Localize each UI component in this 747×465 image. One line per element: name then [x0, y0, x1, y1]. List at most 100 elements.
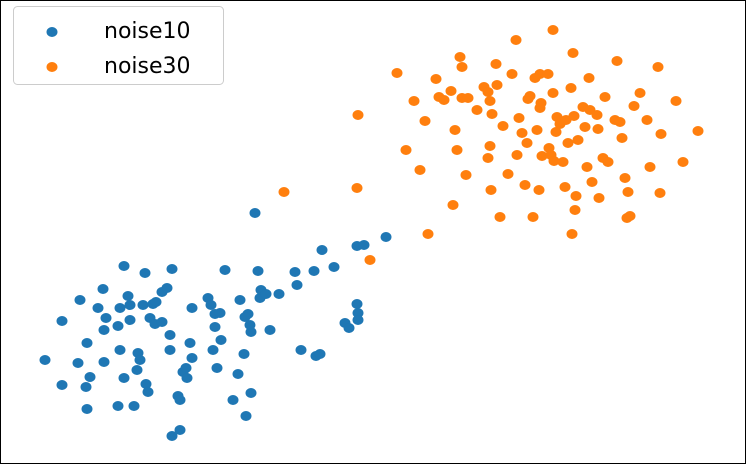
- scatter-point: [506, 69, 518, 79]
- scatter-point: [124, 315, 136, 325]
- scatter-point: [624, 211, 636, 221]
- scatter-point: [536, 151, 548, 161]
- scatter-point: [214, 308, 226, 318]
- scatter-point: [454, 52, 466, 62]
- scatter-point: [166, 431, 178, 441]
- scatter-point: [567, 48, 579, 58]
- scatter-point: [150, 297, 162, 307]
- scatter-point: [484, 96, 496, 106]
- scatter-point: [670, 96, 682, 106]
- scatter-point: [239, 312, 251, 322]
- scatter-point: [513, 113, 525, 123]
- legend-marker: [46, 62, 58, 72]
- scatter-point: [568, 111, 580, 121]
- scatter-point: [137, 300, 149, 310]
- scatter-point: [535, 98, 547, 108]
- scatter-point: [484, 141, 496, 151]
- scatter-point: [438, 95, 450, 105]
- scatter-point: [486, 109, 498, 119]
- scatter-point: [205, 300, 217, 310]
- scatter-point: [118, 261, 130, 271]
- scatter-point: [291, 280, 303, 290]
- scatter-point: [308, 266, 320, 276]
- scatter-point: [174, 395, 186, 405]
- scatter-point: [599, 92, 611, 102]
- scatter-point: [81, 338, 93, 348]
- scatter-point: [654, 188, 666, 198]
- scatter-point: [227, 395, 239, 405]
- scatter-point: [628, 101, 640, 111]
- scatter-point: [114, 345, 126, 355]
- scatter-point: [314, 349, 326, 359]
- scatter-point: [244, 320, 256, 330]
- scatter-point: [72, 358, 84, 368]
- scatter-point: [583, 73, 595, 83]
- scatter-point: [641, 115, 653, 125]
- scatter-point: [316, 245, 328, 255]
- scatter-point: [562, 138, 574, 148]
- scatter-point: [260, 289, 272, 299]
- legend-box: [13, 6, 224, 85]
- scatter-point: [456, 62, 468, 72]
- scatter-point: [622, 187, 634, 197]
- scatter-point: [408, 96, 420, 106]
- scatter-point: [494, 212, 506, 222]
- scatter-point: [174, 425, 186, 435]
- scatter-point: [611, 56, 623, 66]
- legend: noise10 noise30: [13, 6, 224, 85]
- scatter-point: [211, 363, 223, 373]
- scatter-point: [351, 183, 363, 193]
- scatter-point: [39, 355, 51, 365]
- scatter-point: [560, 115, 572, 125]
- scatter-point: [581, 162, 593, 172]
- scatter-point: [547, 25, 559, 35]
- points: [39, 25, 704, 441]
- scatter-point: [98, 357, 110, 367]
- scatter-point: [238, 349, 250, 359]
- scatter-point: [542, 69, 554, 79]
- scatter-point: [490, 59, 502, 69]
- scatter-point: [692, 126, 704, 136]
- scatter-point: [380, 232, 392, 242]
- scatter-point: [278, 187, 290, 197]
- scatter-point: [84, 372, 96, 382]
- scatter-point: [122, 291, 134, 301]
- scatter-point: [264, 325, 276, 335]
- scatter-point: [351, 299, 363, 309]
- scatter-point: [209, 322, 221, 332]
- scatter-point: [142, 387, 154, 397]
- scatter-point: [482, 153, 494, 163]
- scatter-point: [422, 229, 434, 239]
- scatter-point: [186, 303, 198, 313]
- scatter-point: [391, 68, 403, 78]
- scatter-point: [81, 404, 93, 414]
- scatter-point: [527, 212, 539, 222]
- scatter-point: [128, 401, 140, 411]
- scatter-point: [460, 170, 472, 180]
- scatter-point: [550, 127, 562, 137]
- scatter-point: [559, 182, 571, 192]
- scatter-point: [161, 283, 173, 293]
- scatter-point: [557, 157, 569, 167]
- scatter-point: [586, 177, 598, 187]
- scatter-point: [592, 124, 604, 134]
- scatter-point: [533, 185, 545, 195]
- legend-marker: [46, 27, 58, 37]
- legend-label: noise30: [104, 54, 191, 79]
- scatter-point: [449, 125, 461, 135]
- scatter-point: [74, 295, 86, 305]
- scatter-point: [352, 110, 364, 120]
- scatter-point: [579, 122, 591, 132]
- scatter-point: [164, 345, 176, 355]
- scatter-point: [98, 325, 110, 335]
- scatter-point: [166, 264, 178, 274]
- scatter-point: [524, 91, 536, 101]
- scatter-point: [655, 129, 667, 139]
- scatter-point: [295, 345, 307, 355]
- scatter-point: [97, 284, 109, 294]
- scatter-point: [156, 317, 168, 327]
- scatter-point: [462, 93, 474, 103]
- scatter-point: [614, 117, 626, 127]
- scatter-point: [112, 401, 124, 411]
